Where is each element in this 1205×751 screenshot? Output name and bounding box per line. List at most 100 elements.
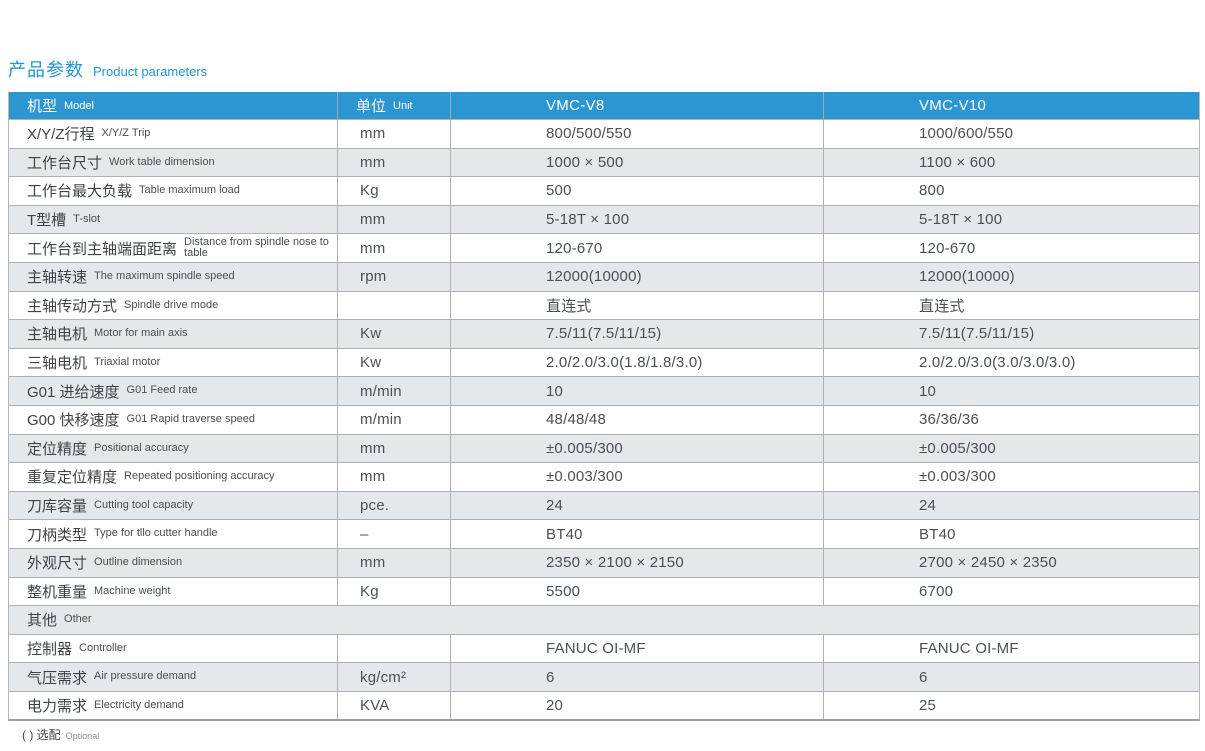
unit-value: mm xyxy=(360,239,386,257)
spec-row: X/Y/Z行程 X/Y/Z Trip mm 800/500/550 1000/6… xyxy=(9,119,1199,148)
unit-cell xyxy=(338,291,451,320)
param-label-en: Other xyxy=(64,613,92,626)
vmc-v10-value-cell: 6700 xyxy=(824,578,1199,606)
spec-row: 气压需求 Air pressure demand kg/cm² 6 6 xyxy=(9,662,1199,691)
unit-value: kg/cm² xyxy=(360,668,407,686)
param-label-en: Controller xyxy=(79,641,127,654)
header-vmc-v10-cell: VMC-V10 xyxy=(824,92,1199,119)
spec-row: 工作台最大负载 Table maximum load Kg 500 800 xyxy=(9,176,1199,205)
spec-row: 刀柄类型 Type for tllo cutter handle – BT40 … xyxy=(9,519,1199,548)
unit-value: mm xyxy=(360,211,386,229)
param-label-en: Outline dimension xyxy=(94,555,183,568)
vmc-v10-value: 10 xyxy=(919,382,937,400)
unit-cell: mm xyxy=(338,548,451,577)
vmc-v10-value-cell: 2.0/2.0/3.0(3.0/3.0/3.0) xyxy=(824,349,1199,377)
spec-row: 主轴转速 The maximum spindle speed rpm 12000… xyxy=(9,261,1199,291)
param-label-cell: 三轴电机 Triaxial motor xyxy=(9,348,338,377)
header-vmc-v8-label: VMC-V8 xyxy=(546,97,605,114)
param-label-zh: 电力需求 xyxy=(27,698,88,716)
param-label-zh: 其他 xyxy=(27,612,58,630)
param-label-cell: 其他 Other xyxy=(9,606,1199,634)
param-label-zh: X/Y/Z行程 xyxy=(27,126,95,144)
param-label-zh: G01 进给速度 xyxy=(27,383,120,401)
vmc-v8-value-cell: 800/500/550 xyxy=(451,120,824,148)
unit-cell: m/min xyxy=(338,405,451,434)
unit-cell: Kg xyxy=(338,177,451,205)
vmc-v8-value: 120-670 xyxy=(546,239,603,257)
footnote-zh: ( ) 选配 xyxy=(22,728,61,742)
unit-cell: Kw xyxy=(338,320,451,348)
param-label-zh: 刀柄类型 xyxy=(27,526,88,544)
vmc-v10-value-cell: 24 xyxy=(824,492,1199,520)
param-label-cell: 主轴转速 The maximum spindle speed xyxy=(9,262,338,291)
vmc-v8-value: 5500 xyxy=(546,582,581,600)
unit-cell xyxy=(338,634,451,663)
param-label-en: Air pressure demand xyxy=(94,670,197,683)
vmc-v8-value-cell: 7.5/11(7.5/11/15) xyxy=(451,320,824,348)
unit-cell: Kg xyxy=(338,577,451,606)
unit-value: Kw xyxy=(360,354,382,372)
param-label-zh: 重复定位精度 xyxy=(27,469,118,487)
unit-cell: m/min xyxy=(338,377,451,405)
vmc-v10-value: 2.0/2.0/3.0(3.0/3.0/3.0) xyxy=(919,354,1076,372)
vmc-v8-value-cell: ±0.005/300 xyxy=(451,434,824,463)
param-label-zh: 工作台尺寸 xyxy=(27,154,103,172)
param-label-cell: 主轴电机 Motor for main axis xyxy=(9,320,338,348)
header-model-cell: 机型 Model xyxy=(9,92,338,119)
vmc-v8-value: ±0.003/300 xyxy=(546,468,623,486)
param-label-en: Motor for main axis xyxy=(94,327,188,340)
vmc-v8-value-cell: 5-18T × 100 xyxy=(451,205,824,234)
spec-row: 重复定位精度 Repeated positioning accuracy mm … xyxy=(9,462,1199,491)
header-model-en: Model xyxy=(64,99,94,112)
vmc-v8-value: 直连式 xyxy=(546,297,592,315)
header-unit-zh: 单位 xyxy=(356,98,387,115)
vmc-v8-value: 48/48/48 xyxy=(546,411,606,429)
param-label-en: The maximum spindle speed xyxy=(94,270,235,283)
vmc-v8-value-cell: 10 xyxy=(451,377,824,405)
vmc-v8-value: 12000(10000) xyxy=(546,268,642,286)
vmc-v8-value: 24 xyxy=(546,497,564,515)
vmc-v8-value-cell: 直连式 xyxy=(451,291,824,320)
vmc-v8-value-cell: 20 xyxy=(451,691,824,720)
vmc-v10-value: 24 xyxy=(919,497,937,515)
spec-row: 外观尺寸 Outline dimension mm 2350 × 2100 × … xyxy=(9,547,1199,577)
unit-value: pce. xyxy=(360,497,390,515)
vmc-v10-value-cell: 2700 × 2450 × 2350 xyxy=(824,549,1199,577)
param-label-en: Cutting tool capacity xyxy=(94,498,194,511)
unit-cell: mm xyxy=(338,120,451,148)
param-label-cell: 刀库容量 Cutting tool capacity xyxy=(9,491,338,520)
table-body: X/Y/Z行程 X/Y/Z Trip mm 800/500/550 1000/6… xyxy=(9,119,1199,720)
param-label-cell: 工作台尺寸 Work table dimension xyxy=(9,148,338,177)
param-label-en: G01 Feed rate xyxy=(126,384,198,397)
vmc-v10-value-cell: 7.5/11(7.5/11/15) xyxy=(824,320,1199,348)
vmc-v8-value-cell: 1000 × 500 xyxy=(451,148,824,177)
spec-row: G00 快移速度 G01 Rapid traverse speed m/min … xyxy=(9,404,1199,434)
vmc-v10-value-cell: BT40 xyxy=(824,520,1199,548)
vmc-v8-value: 10 xyxy=(546,382,564,400)
unit-cell: rpm xyxy=(338,262,451,291)
param-label-cell: 刀柄类型 Type for tllo cutter handle xyxy=(9,520,338,548)
vmc-v10-value: 800 xyxy=(919,182,945,200)
param-label-en: Positional accuracy xyxy=(94,441,189,454)
vmc-v10-value-cell: 25 xyxy=(824,692,1199,720)
vmc-v10-value-cell: FANUC OI-MF xyxy=(824,635,1199,663)
param-label-cell: T型槽 T-slot xyxy=(9,205,338,234)
vmc-v10-value: 2700 × 2450 × 2350 xyxy=(919,554,1057,572)
param-label-zh: 气压需求 xyxy=(27,669,88,687)
vmc-v10-value-cell: 36/36/36 xyxy=(824,406,1199,434)
vmc-v10-value: 1100 × 600 xyxy=(919,153,996,171)
unit-value: m/min xyxy=(360,411,402,429)
vmc-v10-value: FANUC OI-MF xyxy=(919,639,1019,657)
param-label-cell: 控制器 Controller xyxy=(9,634,338,663)
param-label-zh: 主轴转速 xyxy=(27,269,88,287)
param-label-en: Spindle drive mode xyxy=(124,298,219,311)
vmc-v10-value: ±0.005/300 xyxy=(919,439,996,457)
unit-value: KVA xyxy=(360,697,390,715)
vmc-v10-value: 36/36/36 xyxy=(919,411,979,429)
footnote-en: Optional xyxy=(65,731,100,741)
vmc-v8-value: 2350 × 2100 × 2150 xyxy=(546,554,684,572)
unit-cell: mm xyxy=(338,148,451,177)
section-row: 其他 Other xyxy=(9,605,1199,634)
vmc-v10-value: 25 xyxy=(919,697,937,715)
header-vmc-v8-cell: VMC-V8 xyxy=(451,92,824,119)
